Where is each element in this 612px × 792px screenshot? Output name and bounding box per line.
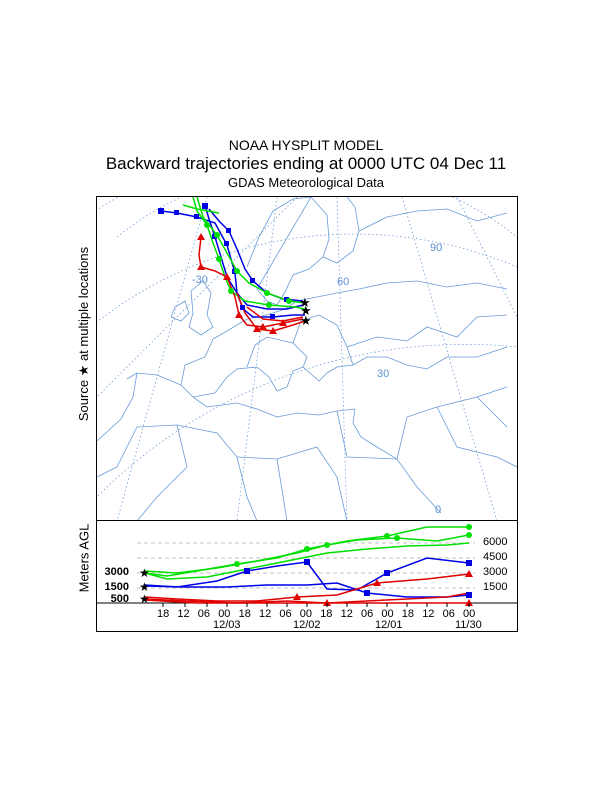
x-tick-label: 18: [238, 608, 251, 620]
svg-text:★: ★: [139, 592, 150, 606]
trajectory-map: -30 60 90 30 0: [96, 196, 518, 522]
lat-label-30: 30: [377, 368, 389, 380]
source-star-icons: ★ ★ ★: [299, 295, 312, 328]
lon-label-60: 60: [337, 276, 349, 288]
map-canvas: -30 60 90 30 0: [97, 197, 517, 521]
x-tick-label: 12: [340, 608, 353, 620]
profile-gridlines: [137, 542, 475, 589]
svg-text:★: ★: [139, 566, 150, 580]
date-label-1201: 12/01: [375, 619, 403, 631]
title-line-2: Backward trajectories ending at 0000 UTC…: [105, 154, 507, 173]
svg-text:★: ★: [300, 313, 312, 328]
title-line-1: NOAA HYSPLIT MODEL: [228, 137, 384, 153]
svg-text:★: ★: [299, 295, 311, 310]
date-label-1202: 12/02: [293, 619, 321, 631]
date-label-1130: 11/30: [455, 619, 482, 631]
height-profile: ★ ★ ★ 3000 1500 500 6000 4500 3000 1500 18…: [96, 520, 518, 632]
trajectories: [160, 197, 306, 332]
source-height-500: 500: [110, 593, 129, 605]
x-tick-label: 06: [197, 608, 211, 620]
x-tick-label: 00: [463, 608, 476, 620]
profile-canvas: ★★★: [97, 524, 517, 607]
right-height-1500: 1500: [483, 581, 508, 593]
graticule: [97, 197, 517, 521]
trajectory-blue-1: [160, 210, 305, 318]
svg-text:★: ★: [139, 580, 150, 594]
x-tick-label: 18: [320, 608, 333, 620]
coastlines: [97, 197, 517, 521]
lat-label-90: 90: [430, 242, 442, 254]
x-tick-label: 12: [259, 608, 272, 620]
x-tick-label: 18: [401, 608, 415, 620]
profile-markers: ★★★: [139, 524, 473, 606]
right-height-6000: 6000: [483, 536, 508, 548]
trajectory-green-3: [182, 204, 220, 214]
profile-y-label: Meters AGL: [76, 523, 92, 593]
x-tick-label: 18: [157, 608, 170, 620]
trajectory-red-1: [198, 236, 304, 328]
x-tick-label: 00: [299, 608, 313, 620]
right-height-4500: 4500: [483, 551, 508, 563]
title-line-3: GDAS Meteorological Data: [227, 175, 385, 190]
x-tick-label: 00: [381, 608, 394, 620]
right-height-3000: 3000: [483, 566, 508, 578]
trajectory-green-1: [192, 197, 306, 310]
x-tick-label: 00: [218, 608, 231, 620]
trajectory-markers: ★ ★ ★: [158, 203, 312, 334]
source-height-1500: 1500: [104, 581, 129, 593]
source-height-3000: 3000: [104, 566, 129, 578]
x-tick-label: 12: [422, 608, 435, 620]
x-tick-label: 06: [361, 608, 374, 620]
trajectory-red-3: [246, 306, 304, 322]
map-y-label: Source ★ at multiple locations: [76, 246, 91, 422]
date-label-1203: 12/03: [213, 619, 241, 631]
x-tick-label: 12: [177, 608, 190, 620]
x-tick-label: 06: [279, 608, 292, 620]
x-tick-label: 06: [442, 608, 455, 620]
svg-text:★: ★: [300, 303, 312, 318]
